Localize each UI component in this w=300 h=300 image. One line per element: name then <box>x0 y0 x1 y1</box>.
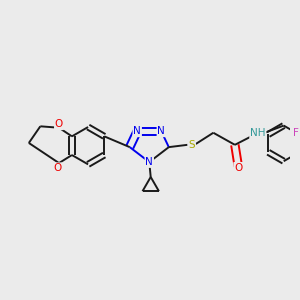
Text: N: N <box>133 126 141 136</box>
Text: F: F <box>293 128 299 138</box>
Text: O: O <box>53 163 62 173</box>
Text: O: O <box>234 163 242 173</box>
Text: N: N <box>158 126 165 136</box>
Text: NH: NH <box>250 128 266 138</box>
Text: S: S <box>188 140 195 150</box>
Text: O: O <box>55 119 63 129</box>
Text: N: N <box>146 157 153 167</box>
